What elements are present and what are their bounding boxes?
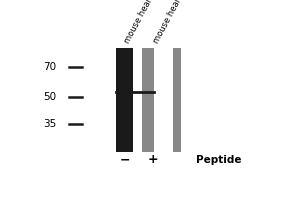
Bar [142, 48, 154, 152]
Text: 35: 35 [43, 119, 56, 129]
Bar [173, 48, 181, 152]
Text: Peptide: Peptide [196, 155, 241, 165]
Text: 70: 70 [43, 62, 56, 72]
Text: mouse heart: mouse heart [122, 0, 155, 45]
Text: +: + [147, 153, 158, 166]
Text: −: − [119, 153, 130, 166]
Text: 50: 50 [43, 92, 56, 102]
Text: mouse heart: mouse heart [152, 0, 184, 45]
Bar [116, 48, 134, 152]
Bar [134, 48, 142, 92]
